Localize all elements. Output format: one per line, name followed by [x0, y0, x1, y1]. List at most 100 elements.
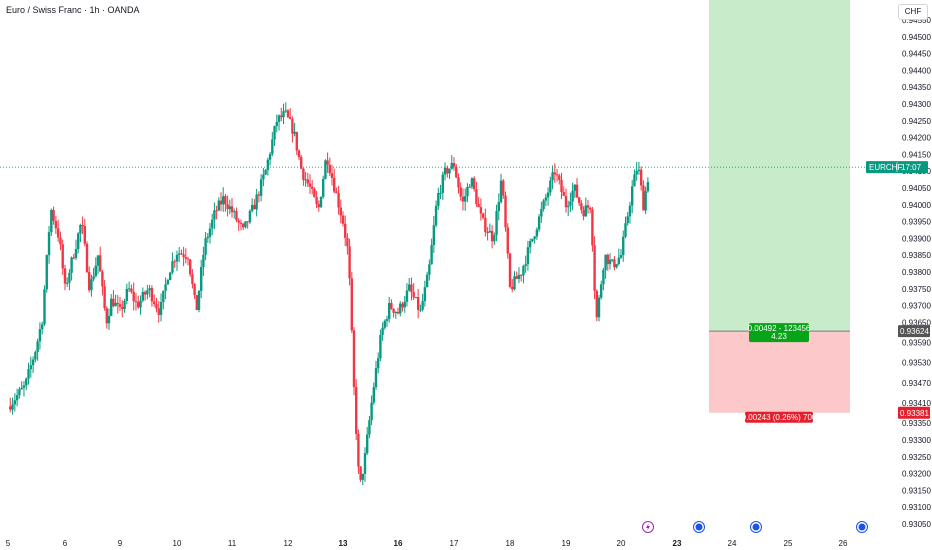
- candle: [9, 397, 12, 413]
- y-tick-label: 0.93950: [902, 218, 931, 227]
- candle: [637, 161, 641, 175]
- candle-body: [317, 204, 320, 208]
- candle-body: [150, 288, 154, 302]
- candle-body: [328, 164, 331, 174]
- candle-body: [103, 286, 106, 309]
- candle-body: [121, 306, 124, 310]
- y-tick-label: 0.93050: [902, 520, 931, 529]
- candle: [600, 280, 603, 300]
- candle: [385, 315, 389, 327]
- candle-body: [484, 217, 487, 233]
- candle-body: [455, 166, 458, 178]
- candle-body: [280, 115, 283, 118]
- candle-body: [357, 433, 360, 467]
- flag-icon[interactable]: [693, 521, 705, 533]
- y-tick-label: 0.93150: [902, 486, 931, 495]
- event-icons[interactable]: [642, 521, 868, 533]
- candle: [319, 196, 323, 208]
- countdown-label: 17:07: [901, 163, 922, 172]
- candle: [403, 296, 406, 313]
- candle-body: [401, 303, 404, 308]
- candle-body: [74, 248, 78, 258]
- candle-body: [180, 253, 183, 255]
- candle-body: [184, 257, 187, 259]
- candle-body: [59, 237, 62, 245]
- candle: [506, 223, 509, 259]
- candle-body: [502, 180, 505, 196]
- candle: [123, 298, 126, 313]
- candle-body: [493, 235, 496, 242]
- candle-body: [18, 389, 21, 396]
- x-tick-label: 6: [63, 539, 68, 548]
- candle-body: [385, 319, 389, 321]
- candle: [499, 173, 503, 204]
- y-axis[interactable]: 0.94550 0.94500 0.94450 0.94400 0.94350 0.943…: [902, 16, 931, 529]
- candle: [504, 191, 507, 232]
- candle: [437, 187, 440, 210]
- candle-body: [189, 259, 192, 275]
- candle-body: [416, 297, 420, 310]
- candle: [99, 246, 102, 272]
- candle: [77, 232, 80, 254]
- candle: [613, 255, 616, 271]
- candle-body: [20, 387, 23, 390]
- candle-body: [459, 187, 462, 197]
- x-axis[interactable]: 5 6 9 10 11 12 13 16 17 18 19 20 23 24 25 26: [6, 539, 848, 548]
- candle: [439, 184, 442, 200]
- candle: [428, 259, 431, 281]
- candle: [412, 282, 415, 301]
- stop-price-label: 0.93381: [900, 409, 929, 418]
- candle: [264, 169, 267, 176]
- candle-body: [575, 184, 579, 198]
- candle: [222, 187, 225, 212]
- candle: [359, 466, 362, 482]
- candle: [41, 321, 44, 335]
- lightning-icon[interactable]: [642, 521, 654, 533]
- candle-body: [45, 255, 48, 290]
- currency-button[interactable]: CHF: [898, 4, 928, 20]
- candle-body: [148, 288, 151, 291]
- y-tick-label: 0.94450: [902, 50, 931, 59]
- candle: [239, 219, 243, 231]
- candle: [213, 202, 216, 229]
- candle: [68, 269, 71, 291]
- candle: [388, 296, 391, 323]
- flag-icon[interactable]: [856, 521, 868, 533]
- flag-dot: [752, 523, 760, 531]
- candle-body: [38, 329, 42, 342]
- candle: [146, 284, 149, 300]
- candle-body: [77, 233, 80, 249]
- candle-body: [604, 254, 607, 270]
- candle-body: [31, 359, 35, 366]
- candle: [421, 293, 424, 312]
- candle: [182, 246, 185, 267]
- candle-body: [88, 272, 91, 291]
- candle: [54, 215, 58, 235]
- y-tick-label: 0.93300: [902, 436, 931, 445]
- candle-body: [403, 301, 406, 308]
- candle: [208, 223, 212, 244]
- candle-body: [549, 180, 552, 193]
- candle-body: [488, 230, 492, 233]
- candle: [282, 103, 285, 125]
- candle-body: [90, 279, 93, 291]
- candle: [555, 168, 559, 182]
- candle-body: [50, 210, 53, 233]
- candle-body: [63, 268, 67, 284]
- candle: [168, 271, 172, 281]
- chart-title: Euro / Swiss Franc · 1h · OANDA: [6, 5, 140, 15]
- candle-body: [246, 221, 249, 223]
- flag-icon[interactable]: [750, 521, 762, 533]
- candle: [564, 188, 568, 213]
- candle-body: [531, 238, 534, 242]
- candle-body: [61, 244, 64, 269]
- candle-body: [219, 200, 223, 205]
- position-zones[interactable]: [709, 0, 850, 413]
- candle-body: [41, 324, 44, 330]
- candle-body: [114, 302, 117, 307]
- candle-body: [639, 169, 643, 186]
- candle-body: [127, 288, 131, 290]
- candle-body: [419, 309, 422, 311]
- candle-body: [368, 420, 371, 435]
